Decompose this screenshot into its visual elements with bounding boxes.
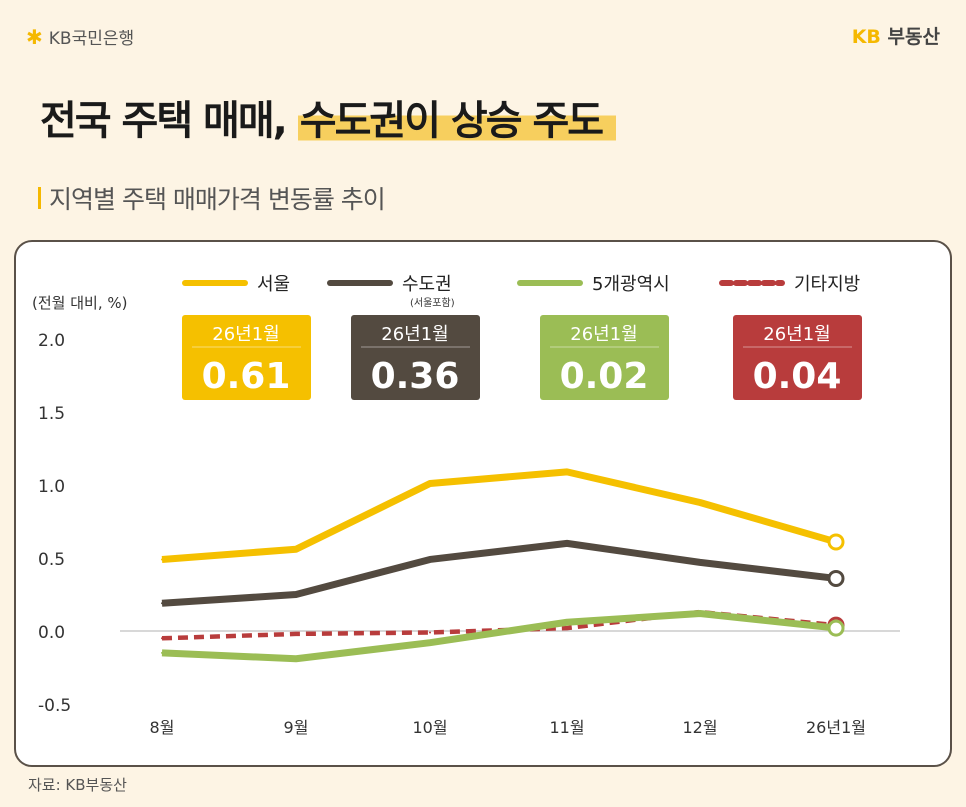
legend-label: 기타지방 <box>794 274 860 295</box>
callout-value: 0.04 <box>753 356 842 397</box>
y-tick-label: 0.5 <box>38 550 65 570</box>
y-axis-label: (전월 대비, %) <box>32 294 127 312</box>
brand-text: 부동산 <box>887 26 940 48</box>
data-point <box>161 637 163 640</box>
series-line <box>161 468 837 563</box>
data-point <box>699 612 701 615</box>
data-point <box>699 501 701 504</box>
callout-value: 0.61 <box>202 356 291 397</box>
data-point <box>429 482 431 485</box>
bank-logo-text: KB국민은행 <box>48 29 135 49</box>
legend-label: 수도권 <box>402 274 452 295</box>
subtitle-bar <box>38 187 41 209</box>
data-point <box>566 542 568 545</box>
data-point <box>161 558 163 561</box>
end-point-marker <box>827 533 845 551</box>
y-tick-label: 1.0 <box>38 477 65 497</box>
data-point <box>429 641 431 644</box>
y-tick-label: 0.0 <box>38 623 65 643</box>
data-point <box>566 621 568 624</box>
data-point <box>295 632 297 635</box>
x-tick-label: 9월 <box>284 718 309 737</box>
title-part1: 전국 주택 매매, <box>40 98 288 144</box>
x-tick-label: 10월 <box>412 718 447 737</box>
series-line <box>161 609 837 663</box>
source-note: 자료: KB부동산 <box>28 776 127 794</box>
brand-kb: KB <box>851 26 881 48</box>
legend-label: 서울 <box>257 274 290 295</box>
callout-label: 26년1월 <box>763 324 830 345</box>
x-tick-label: 8월 <box>150 718 175 737</box>
end-point-marker <box>827 619 845 637</box>
y-tick-label: 1.5 <box>38 404 65 424</box>
x-tick-label: 26년1월 <box>806 718 866 737</box>
data-point <box>566 627 568 630</box>
data-point <box>295 657 297 660</box>
callout-box <box>182 315 311 400</box>
series-line <box>161 539 837 607</box>
callout-value: 0.02 <box>560 356 649 397</box>
callout-box <box>733 315 862 400</box>
legend-note: (서울포함) <box>410 297 455 309</box>
data-point <box>161 602 163 605</box>
chart-subtitle: 지역별 주택 매매가격 변동률 추이 <box>38 180 386 216</box>
legend-label: 5개광역시 <box>592 274 670 295</box>
callout-box <box>351 315 480 400</box>
end-point-marker <box>827 569 845 587</box>
data-point <box>566 470 568 473</box>
kb-bank-logo: ✱ KB국민은행 <box>26 24 135 50</box>
page-title: 전국 주택 매매, 수도권이 상승 주도 <box>40 88 617 146</box>
callout-box <box>540 315 669 400</box>
callout-label: 26년1월 <box>570 324 637 345</box>
data-point <box>429 631 431 634</box>
title-highlight: 수도권이 상승 주도 <box>297 98 617 144</box>
data-point <box>295 593 297 596</box>
subtitle-text: 지역별 주택 매매가격 변동률 추이 <box>49 185 386 214</box>
data-point <box>161 651 163 654</box>
kb-star-icon: ✱ <box>26 24 43 49</box>
data-point <box>429 558 431 561</box>
kb-land-logo: KB 부동산 <box>852 22 940 49</box>
y-tick-label: -0.5 <box>38 696 71 716</box>
callout-label: 26년1월 <box>212 324 279 345</box>
y-tick-label: 2.0 <box>38 331 65 351</box>
x-tick-label: 11월 <box>549 718 584 737</box>
data-point <box>295 548 297 551</box>
x-tick-label: 12월 <box>682 718 717 737</box>
callout-label: 26년1월 <box>381 324 448 345</box>
data-point <box>699 561 701 564</box>
callout-value: 0.36 <box>371 356 460 397</box>
